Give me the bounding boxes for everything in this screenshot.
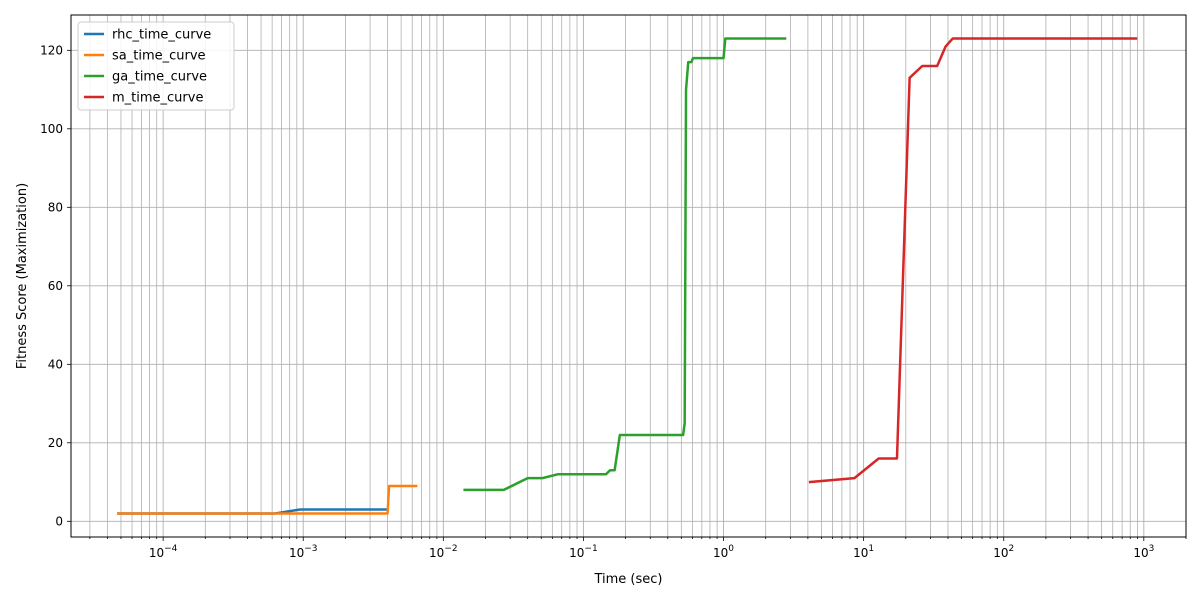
plot-frame [70, 14, 1187, 538]
legend-entry-label: rhc_time_curve [112, 28, 211, 43]
x-tick-exponent: 3 [1149, 544, 1155, 554]
x-tick-exponent: 0 [728, 544, 734, 554]
x-tick-exponent: −3 [304, 544, 317, 554]
x-tick-exponent: 2 [1008, 544, 1014, 554]
x-tick-base: 10 [853, 546, 868, 560]
x-tick-base: 10 [429, 546, 444, 560]
x-tick-label: 10−1 [569, 544, 598, 560]
y-tick-label: 100 [40, 122, 63, 136]
x-tick-base: 10 [149, 546, 164, 560]
y-tick-label: 120 [40, 43, 63, 57]
x-tick-label: 10−2 [429, 544, 458, 560]
x-tick-base: 10 [569, 546, 584, 560]
legend-box [77, 21, 235, 111]
legend: rhc_time_curve sa_time_curve ga_time_curve… [77, 21, 235, 111]
x-tick-exponent: 1 [868, 544, 874, 554]
y-tick-label: 0 [55, 514, 63, 528]
grid-lines [71, 15, 1187, 537]
y-tick-label: 40 [48, 357, 63, 371]
x-tick-base: 10 [289, 546, 304, 560]
x-tick-exponent: −4 [164, 544, 178, 554]
x-tick-base: 10 [1133, 546, 1148, 560]
y-tick-label: 20 [48, 436, 63, 450]
series-lines [117, 37, 1138, 515]
y-axis-label: Fitness Score (Maximization) [15, 183, 30, 369]
x-tick-exponent: −1 [584, 544, 597, 554]
series-line-sa-time-curve [117, 484, 418, 515]
series-line-ga-time-curve [463, 37, 787, 492]
x-tick-label: 102 [993, 544, 1014, 560]
x-tick-label: 10−4 [149, 544, 178, 560]
legend-entry-label: sa_time_curve [112, 49, 206, 64]
x-tick-base: 10 [713, 546, 728, 560]
x-tick-exponent: −2 [444, 544, 457, 554]
x-axis-label: Time (sec) [593, 572, 662, 587]
series-line-m-time-curve [808, 37, 1138, 484]
legend-entry-label: m_time_curve [112, 91, 203, 106]
x-tick-label: 100 [713, 544, 734, 560]
legend-entry-label: ga_time_curve [112, 70, 207, 85]
x-tick-label: 10−3 [289, 544, 318, 560]
y-tick-label: 80 [48, 200, 63, 214]
x-tick-base: 10 [993, 546, 1008, 560]
x-tick-label: 103 [1133, 544, 1154, 560]
y-tick-label: 60 [48, 279, 63, 293]
x-tick-label: 101 [853, 544, 874, 560]
